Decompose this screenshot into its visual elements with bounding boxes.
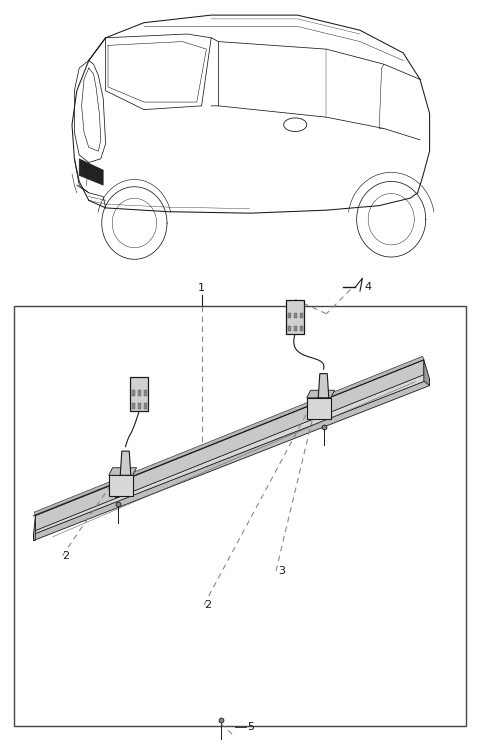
Text: 5: 5	[247, 722, 254, 733]
Text: 2: 2	[204, 600, 211, 610]
Bar	[144, 403, 147, 409]
FancyBboxPatch shape	[286, 299, 304, 333]
FancyBboxPatch shape	[130, 377, 148, 411]
Polygon shape	[318, 373, 329, 398]
Text: 1: 1	[198, 283, 205, 293]
Polygon shape	[307, 398, 331, 419]
Polygon shape	[108, 468, 136, 476]
Bar	[132, 390, 134, 396]
Polygon shape	[120, 451, 131, 476]
Polygon shape	[424, 360, 430, 386]
Bar	[132, 403, 134, 409]
Bar	[14, 306, 466, 726]
Text: 3: 3	[113, 490, 120, 500]
Bar	[138, 390, 141, 396]
Polygon shape	[34, 380, 430, 541]
Polygon shape	[34, 516, 36, 541]
Bar	[300, 326, 303, 331]
Text: 3: 3	[278, 565, 286, 576]
Polygon shape	[36, 360, 424, 531]
Polygon shape	[307, 390, 335, 398]
Bar	[300, 313, 303, 318]
Bar	[288, 313, 290, 318]
Polygon shape	[34, 356, 424, 516]
Bar	[294, 313, 297, 318]
Bar	[294, 326, 297, 331]
Polygon shape	[108, 476, 132, 497]
Bar	[144, 390, 147, 396]
Polygon shape	[79, 159, 103, 185]
Bar	[288, 326, 290, 331]
Text: 4: 4	[365, 282, 372, 293]
Ellipse shape	[284, 118, 307, 132]
Bar	[138, 403, 141, 409]
Text: 2: 2	[62, 550, 70, 561]
Polygon shape	[34, 375, 430, 534]
